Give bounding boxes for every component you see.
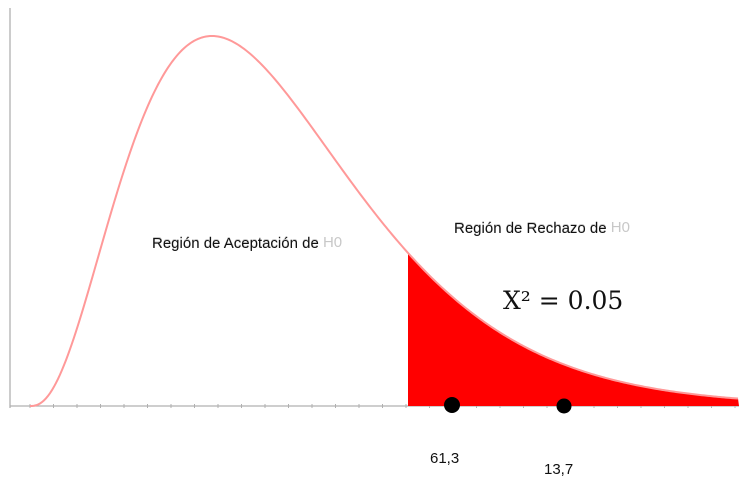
- rejection-region-ghost-label: Región de Rechazo de H0: [454, 219, 630, 236]
- chi-square-statistic-label: X² = 0.05: [503, 286, 624, 315]
- critical-point-2-label: 13,7: [544, 461, 574, 478]
- critical-point-1: [444, 397, 460, 413]
- critical-point-2: [556, 398, 572, 414]
- acceptance-region-label: Región de Aceptación de: [152, 235, 319, 252]
- rejection-region-area: [408, 252, 739, 406]
- critical-point-1-label: 61,3: [430, 450, 460, 467]
- acceptance-region-ghost-label: Región de Aceptación de H0: [152, 234, 343, 251]
- density-curve: [29, 34, 739, 407]
- rejection-region-label: Región de Rechazo de: [454, 220, 607, 237]
